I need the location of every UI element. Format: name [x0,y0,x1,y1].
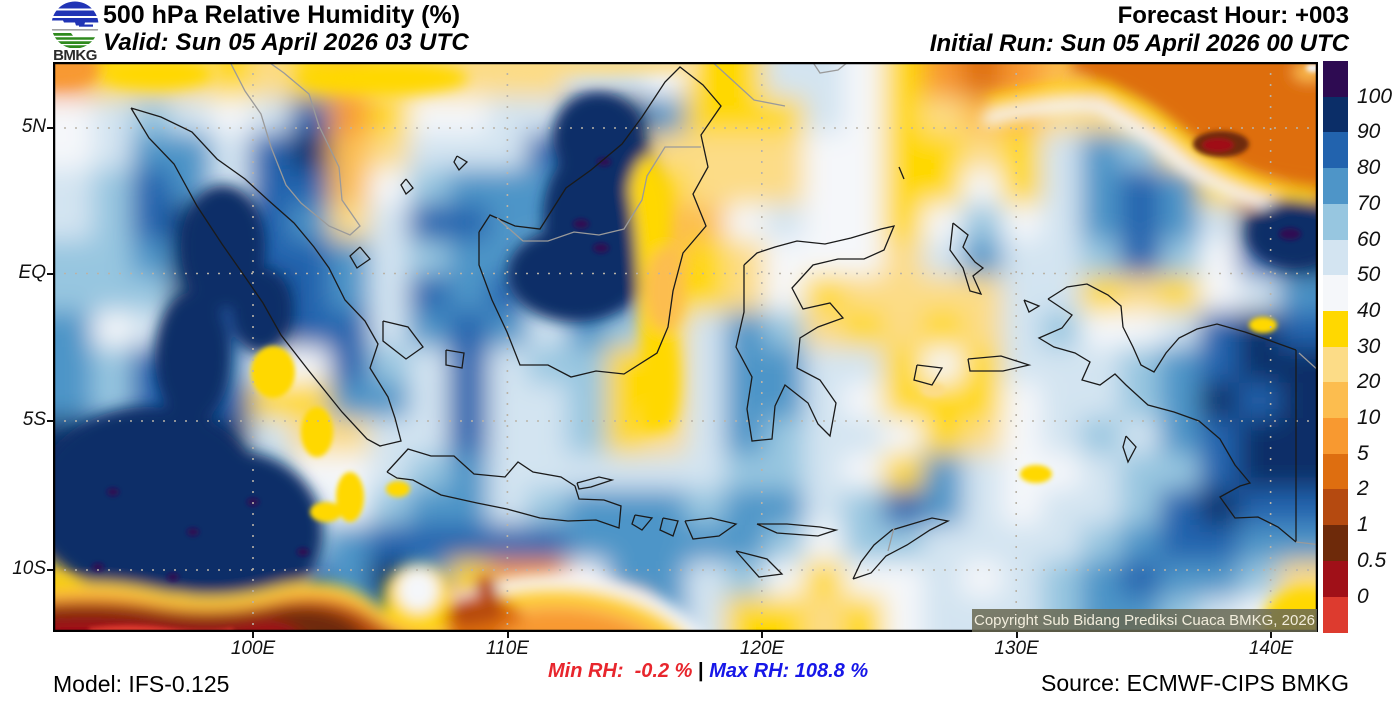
svg-text:BMKG: BMKG [53,47,97,61]
